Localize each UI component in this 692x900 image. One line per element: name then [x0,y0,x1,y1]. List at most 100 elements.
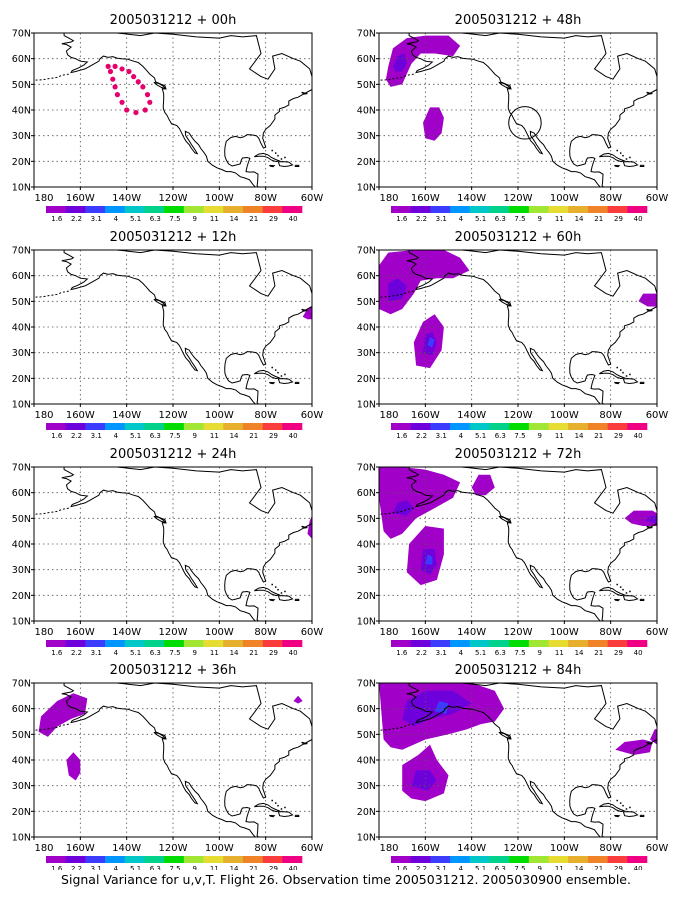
tick-label-lon: 120W [159,627,188,638]
legend-swatch [203,640,224,647]
coastline [254,152,281,163]
island-dot [284,806,286,809]
map-panel: 2005031212 + 84h 10N 20N 30N 40N 50N 60N 70N 180… [357,663,669,873]
tick-label-lat: 40N [357,323,376,334]
tick-label-lon: 100W [550,193,579,204]
legend-label: 40 [634,215,643,223]
coastline [254,369,281,380]
panel-title: 2005031212 + 00h [110,13,237,28]
island-dot [277,154,279,157]
panel-title: 2005031212 + 36h [110,663,237,678]
legend-label: 21 [249,865,258,870]
legend-label: 21 [249,649,258,657]
coastline [406,250,657,404]
variance-region [645,515,657,524]
legend-label: 4 [459,432,464,440]
legend-swatch [489,206,510,213]
tick-label-lat: 20N [12,157,31,168]
tick-label-lat: 20N [357,157,376,168]
legend-swatch [164,856,185,863]
observation-point [119,66,125,72]
tick-label-lon: 80W [599,843,622,854]
legend-swatch [242,856,263,863]
legend-swatch [627,206,648,213]
tick-label-lon: 160W [66,627,95,638]
legend-label: 21 [594,215,603,223]
legend-swatch [607,856,628,863]
legend-label: 29 [269,649,278,657]
legend-label: 3.1 [91,432,102,440]
tick-label-lon: 140W [457,193,486,204]
legend-swatch [391,206,411,213]
legend-label: 40 [289,432,298,440]
coastline [639,164,645,167]
legend-label: 9 [537,215,541,223]
island-dot [616,149,618,152]
coastline [294,598,300,601]
coastline [269,381,276,385]
legend-swatch [105,640,126,647]
map-panel: 2005031212 + 36h 10N 20N 30N 40N 50N 60N 70N 180… [12,663,324,873]
tick-label-lon: 180 [34,627,53,638]
coastline [639,598,645,601]
tick-label-lat: 10N [357,183,376,194]
observation-point [112,63,118,69]
legend-swatch [489,856,510,863]
variance-region [638,293,657,307]
tick-label-lon: 160W [411,627,440,638]
legend-swatch [528,640,549,647]
island-dot [629,156,631,159]
tick-label-lat: 30N [12,131,31,142]
island-dot [619,802,622,804]
tick-label-lon: 60W [301,193,324,204]
legend-label: 3.1 [436,649,447,657]
legend-label: 29 [269,865,278,870]
legend-swatch [509,856,530,863]
legend-label: 4 [459,865,464,870]
tick-label-lon: 80W [254,193,277,204]
island-dot [616,799,618,802]
coastline [614,381,621,385]
island-dot [622,371,624,374]
tick-label-lat: 70N [357,679,376,690]
legend-swatch [124,423,145,430]
tick-label-lat: 10N [357,400,376,411]
map-panel: 2005031212 + 24h 10N 20N 30N 40N 50N 60N 70N 180… [12,447,324,657]
legend-label: 21 [594,649,603,657]
tick-label-lon: 80W [254,843,277,854]
coastline [301,525,308,529]
island-dot [274,152,277,154]
tick-label-lon: 120W [504,843,533,854]
island-dot [619,152,622,154]
tick-label-lon: 80W [254,627,277,638]
panel-plot-area [379,250,657,404]
coastline [294,814,300,817]
coastline [646,308,653,312]
coastline [599,369,626,380]
tick-label-lon: 160W [411,843,440,854]
island-dot [625,592,628,594]
island-dot [274,586,277,588]
tick-label-lat: 10N [357,617,376,628]
map-panel: 2005031212 + 00h 10N 20N 30N 40N 50N 60N 70N 180… [12,13,324,223]
legend-label: 7.5 [169,432,180,440]
coastline [498,515,512,524]
island-dot [280,158,283,160]
island-dot [271,149,273,152]
tick-label-lon: 60W [646,843,669,854]
variance-region [411,770,437,791]
legend-swatch [430,640,451,647]
legend-swatch [223,423,244,430]
legend-label: 29 [614,215,623,223]
legend-label: 21 [594,432,603,440]
legend-label: 6.3 [150,649,161,657]
legend-label: 2.2 [416,649,427,657]
tick-label-lat: 60N [357,488,376,499]
observation-point [114,92,120,98]
tick-label-lon: 100W [205,843,234,854]
legend-label: 1.6 [51,865,63,870]
map-panel: 2005031212 + 60h 10N 20N 30N 40N 50N 60N 70N 180… [357,230,669,440]
legend-swatch [391,640,411,647]
tick-label-lat: 70N [12,463,31,474]
tick-label-lon: 180 [34,410,53,421]
